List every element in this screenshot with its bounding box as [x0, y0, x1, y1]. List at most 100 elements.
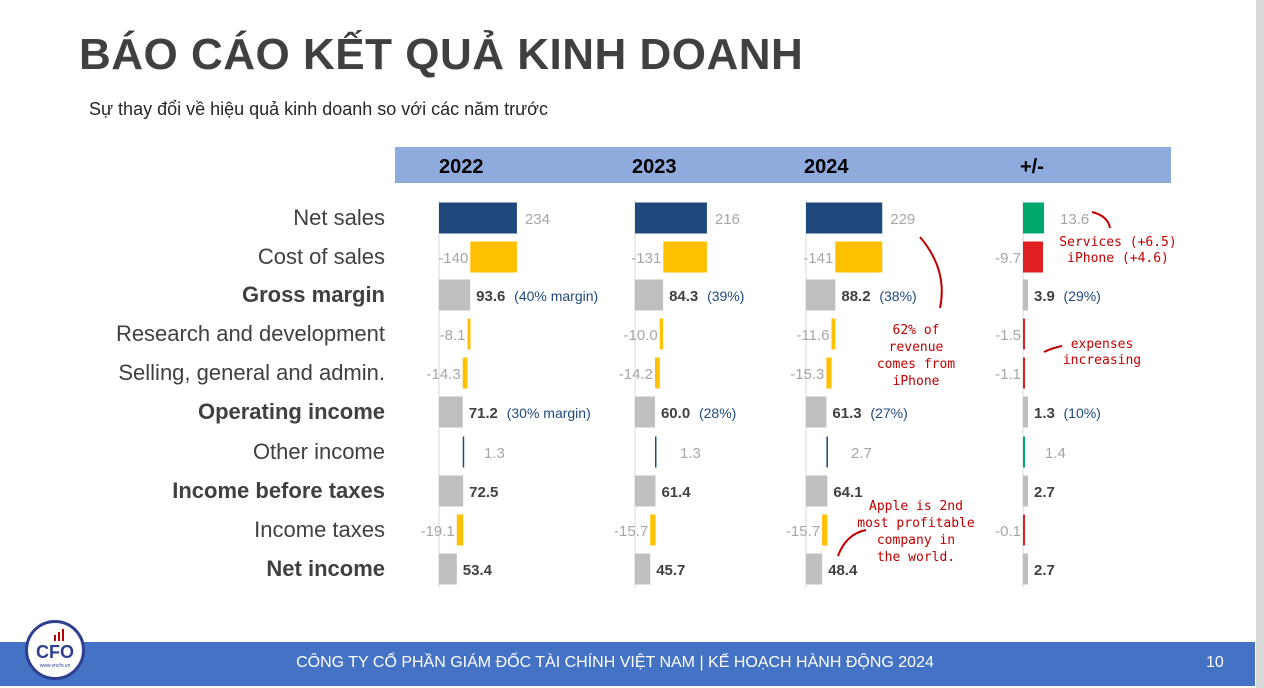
percent-note: (38%): [879, 288, 916, 304]
bar-2: [806, 475, 828, 507]
value-label: -140: [438, 250, 468, 267]
annotation-text: iPhone (+4.6): [1067, 251, 1169, 266]
bar-1: [635, 279, 664, 311]
value-label: 1.3: [1034, 405, 1055, 422]
value-label: 1.4: [1045, 445, 1066, 462]
annotation-text: company in: [877, 533, 955, 548]
annotation-arrow: [1043, 345, 1063, 353]
annotation-text: expenses: [1071, 337, 1134, 352]
bar-2: [806, 279, 836, 311]
bar-3: [1023, 241, 1043, 273]
column-header-3: +/-: [1020, 156, 1044, 178]
value-label: 71.2: [469, 405, 498, 422]
bar-1: [635, 396, 655, 428]
annotation-text: Services (+6.5): [1059, 235, 1176, 250]
bar-2: [826, 436, 828, 468]
value-label: 234: [525, 211, 550, 228]
column-header-2: 2024: [804, 156, 849, 178]
bar-1: [655, 357, 660, 389]
bar-1: [635, 475, 656, 507]
annotation-text: iPhone: [893, 374, 940, 389]
value-label: 2.7: [1034, 562, 1055, 579]
value-label: -131: [631, 250, 661, 267]
value-label: -14.3: [427, 366, 461, 383]
bar-1: [650, 514, 656, 546]
value-label: 229: [890, 211, 915, 228]
column-header-1: 2023: [632, 156, 677, 178]
bar-3: [1023, 475, 1028, 507]
annotation-arrow: [919, 236, 943, 309]
value-label: -15.7: [786, 523, 820, 540]
bar-3: [1023, 514, 1025, 546]
percent-note: (39%): [707, 288, 744, 304]
bar-3: [1023, 279, 1028, 311]
value-label: 2.7: [1034, 484, 1055, 501]
annotation-text: increasing: [1063, 353, 1141, 368]
row-label: Income before taxes: [172, 478, 385, 503]
value-label: 64.1: [833, 484, 862, 501]
bar-0: [467, 318, 471, 350]
value-label: 216: [715, 211, 740, 228]
percent-note: (29%): [1064, 288, 1101, 304]
bar-2: [835, 241, 883, 273]
value-label: -10.0: [624, 327, 658, 344]
row-label: Operating income: [198, 399, 385, 424]
footer-text: CÔNG TY CỔ PHẦN GIÁM ĐỐC TÀI CHÍNH VIỆT …: [296, 654, 934, 671]
value-label: -15.7: [614, 523, 648, 540]
bar-2: [822, 514, 828, 546]
page-subtitle: Sự thay đổi về hiệu quả kinh doanh so vớ…: [89, 99, 548, 119]
value-label: -141: [803, 250, 833, 267]
bar-0: [439, 202, 517, 234]
value-label: -8.1: [440, 327, 466, 344]
bar-1: [654, 436, 657, 468]
value-label: -15.3: [790, 366, 824, 383]
bar-0: [462, 357, 468, 389]
value-label: 72.5: [469, 484, 498, 501]
bar-0: [462, 436, 465, 468]
logo-text: CFO: [36, 642, 74, 662]
percent-note: (10%): [1064, 405, 1101, 421]
bar-3: [1023, 202, 1044, 234]
slide-edge: [1256, 0, 1264, 688]
bar-1: [663, 241, 707, 273]
bar-0: [439, 553, 457, 585]
annotation-arrow: [837, 529, 867, 557]
annotation-text: most profitable: [857, 516, 975, 531]
bar-2: [806, 553, 823, 585]
row-label: Income taxes: [254, 517, 385, 542]
footer-bar: CÔNG TY CỔ PHẦN GIÁM ĐỐC TÀI CHÍNH VIỆT …: [0, 642, 1255, 686]
bar-2: [831, 318, 836, 350]
annotation-text: comes from: [877, 357, 955, 372]
bar-0: [439, 396, 463, 428]
bar-2: [806, 202, 883, 234]
bar-3: [1023, 436, 1025, 468]
value-label: -11.6: [796, 327, 829, 344]
value-label: 3.9: [1034, 288, 1055, 305]
column-header-band: [395, 147, 1171, 183]
annotation-text: 62% of: [893, 323, 940, 338]
value-label: 1.3: [680, 445, 701, 462]
value-label: 2.7: [851, 445, 872, 462]
value-label: 13.6: [1060, 211, 1089, 228]
value-label: 61.3: [832, 405, 861, 422]
row-label: Selling, general and admin.: [118, 360, 385, 385]
value-label: -19.1: [421, 523, 455, 540]
value-label: 45.7: [656, 562, 685, 579]
bar-0: [439, 279, 471, 311]
value-label: 61.4: [661, 484, 691, 501]
percent-note: (30% margin): [507, 405, 591, 421]
row-label: Cost of sales: [258, 244, 385, 269]
page-title: BÁO CÁO KẾT QUẢ KINH DOANH: [79, 30, 804, 79]
row-label: Other income: [253, 439, 385, 464]
page-number: 10: [1206, 654, 1224, 671]
value-label: -0.1: [995, 523, 1021, 540]
bar-0: [456, 514, 464, 546]
bar-1: [659, 318, 664, 350]
annotation-text: Apple is 2nd: [869, 499, 963, 514]
percent-note: (27%): [870, 405, 907, 421]
cfo-logo: CFO www.vncfo.vn: [25, 620, 85, 680]
row-label: Research and development: [116, 321, 385, 346]
value-label: 1.3: [484, 445, 505, 462]
bar-1: [635, 553, 651, 585]
value-label: 48.4: [828, 562, 858, 579]
